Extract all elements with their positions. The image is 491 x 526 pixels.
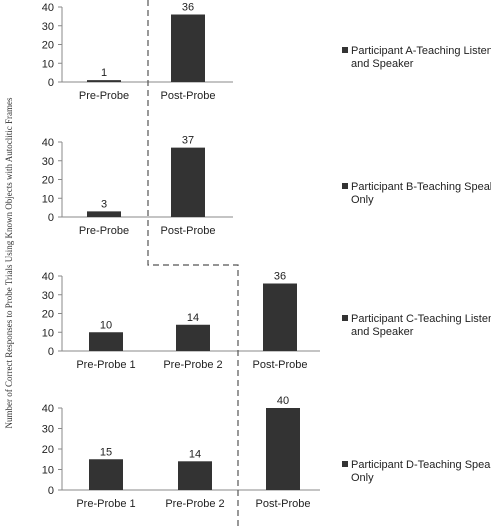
data-label: 1 <box>101 67 107 79</box>
legend-swatch <box>342 183 348 189</box>
legend-label: and Speaker <box>351 326 414 338</box>
y-tick-label: 0 <box>48 77 54 89</box>
x-tick-label: Pre-Probe 1 <box>76 498 135 510</box>
data-label: 14 <box>187 312 199 324</box>
legend-label: Participant D-Teaching Speaker <box>351 459 491 471</box>
x-tick-label: Pre-Probe 2 <box>165 498 224 510</box>
y-tick-label: 0 <box>48 346 54 358</box>
data-label: 3 <box>101 198 107 210</box>
y-tick-label: 0 <box>48 485 54 497</box>
y-tick-label: 40 <box>42 403 54 415</box>
bar <box>87 211 121 217</box>
data-label: 15 <box>100 446 112 458</box>
bar <box>178 461 212 490</box>
x-tick-label: Pre-Probe 2 <box>163 359 222 371</box>
legend-swatch <box>342 461 348 467</box>
x-tick-label: Post-Probe <box>252 359 307 371</box>
y-tick-label: 30 <box>42 21 54 33</box>
y-tick-label: 40 <box>42 137 54 149</box>
bar <box>171 147 205 217</box>
y-tick-label: 10 <box>42 327 54 339</box>
x-tick-label: Pre-Probe <box>79 90 129 102</box>
y-tick-label: 30 <box>42 424 54 436</box>
bar <box>176 324 210 351</box>
legend-label: Participant B-Teaching Speaker <box>351 181 491 193</box>
legend-swatch <box>342 315 348 321</box>
y-tick-label: 0 <box>48 212 54 224</box>
y-tick-label: 10 <box>42 58 54 70</box>
bar <box>89 459 123 490</box>
x-tick-label: Pre-Probe <box>79 225 129 237</box>
legend-label: Only <box>351 194 374 206</box>
data-label: 10 <box>100 319 112 331</box>
y-tick-label: 20 <box>42 175 54 187</box>
bar <box>171 14 205 82</box>
legend-label: Participant C-Teaching Listener <box>351 313 491 325</box>
y-tick-label: 20 <box>42 444 54 456</box>
legend-label: and Speaker <box>351 58 414 70</box>
data-label: 36 <box>274 271 286 283</box>
data-label: 40 <box>277 395 289 407</box>
bar <box>263 283 297 351</box>
x-tick-label: Post-Probe <box>255 498 310 510</box>
y-tick-label: 20 <box>42 40 54 52</box>
y-tick-label: 20 <box>42 309 54 321</box>
bar <box>87 80 121 82</box>
y-tick-label: 30 <box>42 290 54 302</box>
y-tick-label: 10 <box>42 465 54 477</box>
data-label: 36 <box>182 2 194 14</box>
legend-swatch <box>342 47 348 53</box>
legend-label: Participant A-Teaching Listener <box>351 45 491 57</box>
data-label: 14 <box>189 448 201 460</box>
bar <box>266 408 300 490</box>
y-tick-label: 40 <box>42 2 54 14</box>
y-tick-label: 30 <box>42 156 54 168</box>
x-tick-label: Post-Probe <box>160 90 215 102</box>
bar <box>89 332 123 351</box>
y-tick-label: 10 <box>42 193 54 205</box>
y-tick-label: 40 <box>42 271 54 283</box>
data-label: 37 <box>182 135 194 147</box>
x-tick-label: Post-Probe <box>160 225 215 237</box>
legend-label: Only <box>351 472 374 484</box>
x-tick-label: Pre-Probe 1 <box>76 359 135 371</box>
phase-change-line <box>147 0 239 526</box>
